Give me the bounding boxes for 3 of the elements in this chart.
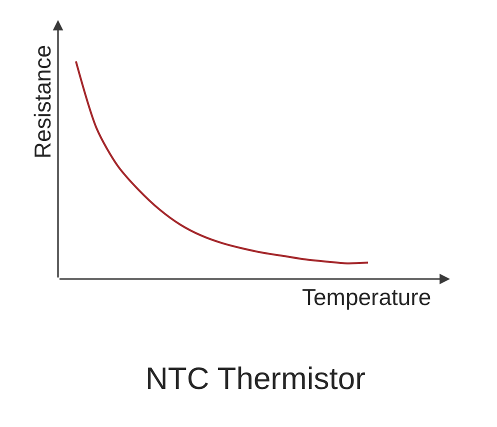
text: NTC Thermistor [146,360,366,396]
x-axis-title: Temperature [302,284,432,310]
y-axis-title: Resistance [29,44,56,159]
